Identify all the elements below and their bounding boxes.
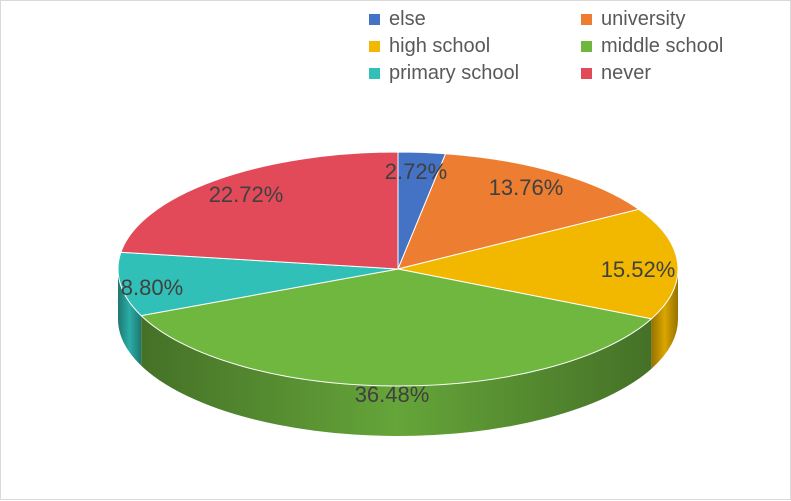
legend-label: university	[601, 8, 686, 30]
pie-slice-high-school[interactable]	[397, 208, 679, 320]
data-label-university: 13.76%	[489, 175, 564, 200]
pie-slice-never[interactable]	[120, 151, 399, 270]
data-label-primary-school: 8.80%	[121, 275, 183, 300]
legend-label: primary school	[389, 62, 520, 84]
legend-swatch	[581, 14, 592, 25]
legend-item-primary-school[interactable]: primary school	[369, 61, 581, 86]
legend-swatch	[369, 41, 380, 52]
legend-swatch	[369, 68, 380, 79]
legend-swatch	[369, 14, 380, 25]
legend-item-middle-school[interactable]: middle school	[581, 34, 781, 59]
pie-side-high-school	[651, 269, 678, 369]
legend-item-else[interactable]: else	[369, 7, 581, 32]
legend-label: high school	[389, 35, 491, 57]
pie-slice-middle-school[interactable]	[140, 268, 653, 387]
legend-item-never[interactable]: never	[581, 61, 781, 86]
data-label-else: 2.72%	[385, 159, 447, 184]
legend-item-high-school[interactable]: high school	[369, 34, 581, 59]
legend-label: middle school	[601, 35, 724, 57]
legend-item-university[interactable]: university	[581, 7, 781, 32]
legend: else university high school middle school pr…	[369, 7, 789, 86]
pie-slice-university[interactable]	[397, 153, 641, 270]
data-label-middle-school: 36.48%	[355, 382, 430, 407]
legend-swatch	[581, 41, 592, 52]
legend-label: never	[601, 62, 652, 84]
pie-slice-primary-school[interactable]	[117, 251, 399, 317]
pie-slices	[117, 151, 679, 387]
data-label-never: 22.72%	[209, 182, 284, 207]
data-label-high-school: 15.52%	[601, 257, 676, 282]
legend-label: else	[389, 8, 426, 30]
legend-swatch	[581, 68, 592, 79]
pie-side-middle-school	[141, 315, 652, 437]
data-labels: 2.72% 13.76% 15.52% 36.48% 8.80% 22.72%	[121, 159, 676, 407]
